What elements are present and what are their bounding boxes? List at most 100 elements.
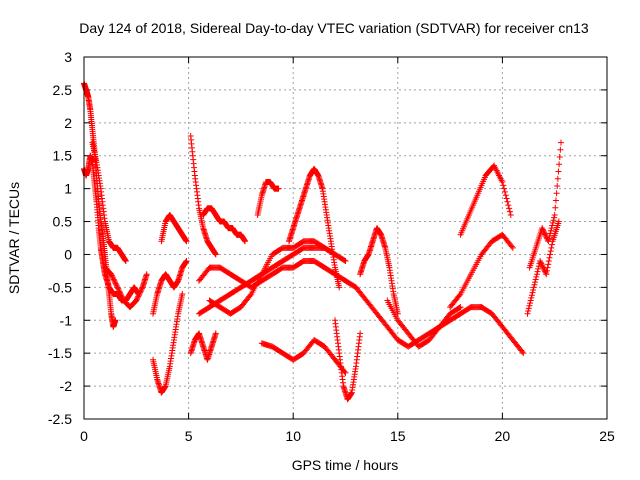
data-point xyxy=(502,192,509,199)
y-tick-label: 2.5 xyxy=(53,82,73,98)
data-point xyxy=(547,227,554,234)
data-point xyxy=(136,290,143,297)
y-tick-label: -2 xyxy=(60,378,73,394)
series-sat-q xyxy=(332,317,364,403)
data-point xyxy=(555,218,562,225)
x-tick-label: 15 xyxy=(390,428,406,444)
data-point xyxy=(341,368,348,375)
data-point xyxy=(212,251,219,258)
data-point xyxy=(357,330,364,337)
data-point xyxy=(548,241,555,248)
data-point xyxy=(545,258,552,265)
x-tick-labels: 0 5 10 15 20 25 xyxy=(80,428,615,444)
data-point xyxy=(530,284,537,291)
data-point xyxy=(456,304,463,311)
data-point xyxy=(533,271,540,278)
data-point xyxy=(543,267,550,274)
data-point xyxy=(539,225,546,232)
y-tick-label: -1.5 xyxy=(48,345,72,361)
data-point xyxy=(504,198,511,205)
plot-frame xyxy=(83,56,608,420)
data-point xyxy=(506,208,513,215)
y-tick-label: -1 xyxy=(60,312,73,328)
data-point xyxy=(505,202,512,209)
data-point xyxy=(108,271,115,278)
series-sat-i xyxy=(187,330,219,363)
data-point xyxy=(538,261,545,268)
data-point xyxy=(554,183,561,190)
data-point xyxy=(122,258,129,265)
y-axis-label: SDTVAR / TECUs xyxy=(6,182,22,294)
data-point xyxy=(535,265,542,272)
y-tick-label: -2.5 xyxy=(48,411,72,427)
data-point xyxy=(526,302,533,309)
x-axis-label: GPS time / hours xyxy=(292,457,399,473)
data-point xyxy=(533,273,540,280)
data-point xyxy=(528,294,535,301)
series-sat-f xyxy=(150,258,190,317)
data-point xyxy=(525,308,532,315)
data-point xyxy=(528,292,535,299)
data-point xyxy=(541,229,548,236)
data-point xyxy=(553,190,560,197)
data-point xyxy=(531,281,538,288)
data-point xyxy=(532,279,539,286)
data-point xyxy=(555,168,562,175)
data-point xyxy=(118,293,125,300)
data-point xyxy=(549,222,556,229)
y-tick-labels: -2.5 -2 -1.5 -1 -0.5 0 0.5 1 1.5 2 2.5 3 xyxy=(48,49,72,427)
data-point xyxy=(556,154,563,161)
data-point xyxy=(135,292,142,299)
data-point xyxy=(109,273,116,280)
data-point xyxy=(113,283,120,290)
data-point xyxy=(112,317,119,324)
data-point xyxy=(546,235,553,242)
data-point xyxy=(540,227,547,234)
data-point xyxy=(538,260,545,267)
data-point xyxy=(547,248,554,255)
data-point xyxy=(114,284,121,291)
data-point xyxy=(554,175,561,182)
data-point xyxy=(532,276,539,283)
data-point xyxy=(527,300,534,307)
data-point xyxy=(110,276,117,283)
data-point xyxy=(525,305,532,312)
data-point xyxy=(545,261,552,268)
series-sat-n xyxy=(254,179,282,218)
data-point xyxy=(541,267,548,274)
data-point xyxy=(110,275,117,282)
data-point xyxy=(242,238,249,245)
data-point xyxy=(548,244,555,251)
data-point xyxy=(530,286,537,293)
x-tick-label: 25 xyxy=(599,428,615,444)
data-point xyxy=(546,233,553,240)
data-point xyxy=(341,257,348,264)
chart-title: Day 124 of 2018, Sidereal Day-to-day VTE… xyxy=(79,20,589,36)
series-sat-e xyxy=(150,290,186,396)
data-point xyxy=(342,258,349,265)
y-tick-label: -0.5 xyxy=(48,279,72,295)
data-point xyxy=(509,244,516,251)
data-point xyxy=(546,254,553,261)
data-point xyxy=(135,293,142,300)
data-point xyxy=(500,182,507,189)
data-point xyxy=(112,280,119,287)
data-point xyxy=(551,214,558,221)
data-point xyxy=(520,350,527,357)
data-point xyxy=(539,226,546,233)
series-sat-t xyxy=(384,297,464,350)
data-point xyxy=(117,290,124,297)
data-points xyxy=(81,80,564,403)
data-point xyxy=(111,277,118,284)
data-point xyxy=(503,195,510,202)
series-sat-v xyxy=(457,162,514,238)
y-tick-label: 2 xyxy=(64,115,72,131)
data-point xyxy=(501,188,508,195)
data-point xyxy=(336,284,343,291)
data-point xyxy=(544,236,551,243)
data-point xyxy=(456,292,463,299)
data-point xyxy=(133,297,140,304)
data-point xyxy=(275,185,282,192)
series-sat-x xyxy=(526,139,564,271)
